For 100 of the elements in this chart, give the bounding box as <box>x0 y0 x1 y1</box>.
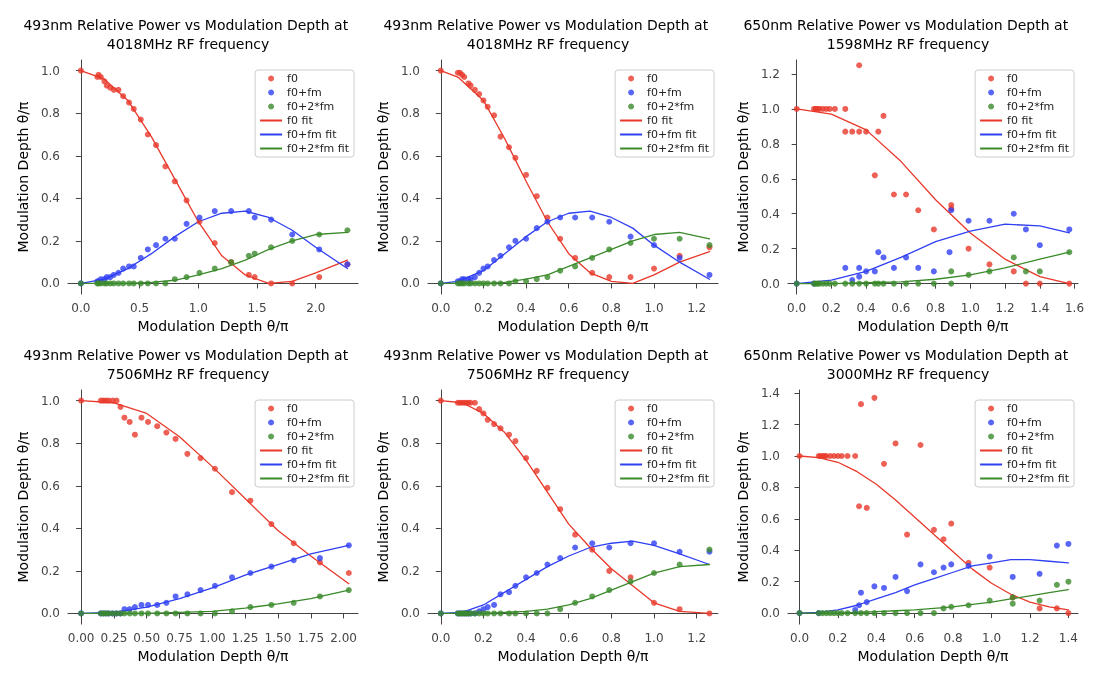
x-tick-label: 1.0 <box>644 631 664 646</box>
x-tick-label: 0.50 <box>133 631 161 646</box>
legend-label: f0+fm <box>647 416 682 429</box>
y-tick-label: 0.4 <box>760 543 780 558</box>
legend-label: f0 <box>647 72 658 85</box>
y-tick-label: 1.0 <box>40 63 60 78</box>
y-tick-label: 0.6 <box>400 148 420 163</box>
legend-label: f0+2*fm <box>287 430 335 443</box>
y-axis-title: Modulation Depth θ/π <box>15 431 31 583</box>
y-tick-label: 0.2 <box>400 563 420 578</box>
y-tick-label: 0.6 <box>40 148 60 163</box>
legend-label: f0 fit <box>647 444 674 457</box>
y-tick-label: 0.4 <box>400 521 420 536</box>
x-tick-label: 1.0 <box>188 301 208 316</box>
y-tick-label: 0.4 <box>760 206 780 221</box>
x-tick-label: 0.8 <box>926 301 946 316</box>
y-axis-title: Modulation Depth θ/π <box>735 101 751 253</box>
x-axis-title: Modulation Depth θ/π <box>137 318 290 334</box>
legend-label: f0 fit <box>1007 444 1034 457</box>
y-axis-title: Modulation Depth θ/π <box>735 431 751 583</box>
x-tick-label: 1.75 <box>297 631 325 646</box>
y-tick-label: 0.8 <box>760 480 780 495</box>
y-tick-label: 0.0 <box>400 276 420 291</box>
legend-label: f0+2*fm fit <box>287 142 350 155</box>
y-tick-label: 1.2 <box>760 417 780 432</box>
x-tick-label: 1.25 <box>231 631 259 646</box>
legend-label: f0+fm fit <box>287 458 338 471</box>
legend-label: f0 <box>287 402 298 415</box>
x-tick-label: 0.5 <box>130 301 150 316</box>
x-tick-label: 1.5 <box>247 301 267 316</box>
chart-title: 650nm Relative Power vs Modulation Depth at 3000MHz RF frequency <box>743 346 1073 382</box>
legend-label: f0+fm fit <box>647 458 698 471</box>
x-tick-label: 0.4 <box>516 301 536 316</box>
y-tick-label: 0.8 <box>40 436 60 451</box>
x-tick-label: 0.75 <box>166 631 193 646</box>
y-tick-label: 0.4 <box>40 191 60 206</box>
x-tick-label: 0.8 <box>601 631 621 646</box>
legend-label: f0+2*fm fit <box>1007 142 1070 155</box>
legend-label: f0 <box>1007 402 1018 415</box>
y-tick-label: 1.0 <box>40 393 60 408</box>
chart-title: 493nm Relative Power vs Modulation Depth at 7506MHz RF frequency <box>23 346 353 382</box>
x-tick-label: 0.6 <box>905 631 925 646</box>
x-tick-label: 0.2 <box>821 301 841 316</box>
x-tick-label: 0.0 <box>71 301 91 316</box>
x-tick-label: 0.25 <box>100 631 128 646</box>
legend-label: f0+2*fm <box>287 100 335 113</box>
y-tick-label: 1.2 <box>760 66 780 81</box>
x-tick-label: 1.2 <box>687 631 707 646</box>
y-tick-label: 0.2 <box>760 241 780 256</box>
y-tick-label: 0.0 <box>40 606 60 621</box>
x-tick-label: 0.2 <box>473 631 493 646</box>
x-tick-label: 2.0 <box>306 301 326 316</box>
legend-label: f0+2*fm <box>647 100 695 113</box>
y-tick-label: 0.6 <box>760 511 780 526</box>
legend-label: f0 <box>647 402 658 415</box>
x-tick-label: 0.0 <box>787 301 807 316</box>
legend-label: f0+fm <box>1007 86 1042 99</box>
y-tick-label: 0.6 <box>40 478 60 493</box>
legend-label: f0+fm fit <box>1007 458 1058 471</box>
y-tick-label: 0.8 <box>40 106 60 121</box>
y-tick-label: 1.0 <box>760 101 780 116</box>
y-tick-label: 0.4 <box>400 191 420 206</box>
legend-label: f0+2*fm fit <box>1007 472 1070 485</box>
legend-label: f0+fm <box>647 86 682 99</box>
legend-label: f0+2*fm <box>647 430 695 443</box>
y-tick-label: 0.0 <box>40 276 60 291</box>
y-axis-title: Modulation Depth θ/π <box>375 101 391 253</box>
y-tick-label: 1.4 <box>760 386 780 401</box>
x-axis-title: Modulation Depth θ/π <box>857 318 1010 334</box>
legend-label: f0+fm <box>1007 416 1042 429</box>
y-tick-label: 1.0 <box>760 448 780 463</box>
x-tick-label: 1.2 <box>1020 631 1040 646</box>
x-tick-label: 1.4 <box>1030 301 1050 316</box>
x-axis-title: Modulation Depth θ/π <box>137 648 290 664</box>
x-tick-label: 0.4 <box>856 301 876 316</box>
x-tick-label: 0.2 <box>473 301 493 316</box>
x-tick-label: 0.8 <box>601 301 621 316</box>
x-tick-label: 2.00 <box>330 631 357 646</box>
y-tick-label: 1.0 <box>400 393 420 408</box>
y-axis-title: Modulation Depth θ/π <box>15 101 31 253</box>
x-tick-label: 0.6 <box>559 631 579 646</box>
legend-label: f0+2*fm fit <box>647 142 710 155</box>
legend-label: f0+fm <box>287 86 322 99</box>
legend-label: f0 fit <box>647 114 674 127</box>
x-axis-title: Modulation Depth θ/π <box>497 318 650 334</box>
x-tick-label: 0.0 <box>789 631 810 646</box>
legend-label: f0 <box>1007 72 1018 85</box>
x-tick-label: 1.6 <box>1064 301 1085 316</box>
x-tick-label: 0.4 <box>866 631 886 646</box>
y-tick-label: 0.2 <box>760 574 780 589</box>
legend-label: f0 fit <box>1007 114 1034 127</box>
x-tick-label: 0.0 <box>431 631 451 646</box>
y-tick-label: 0.6 <box>400 478 420 493</box>
x-tick-label: 0.0 <box>431 301 451 316</box>
legend-label: f0+2*fm fit <box>647 472 710 485</box>
y-tick-label: 0.8 <box>400 436 420 451</box>
legend-label: f0+fm <box>287 416 322 429</box>
x-tick-label: 0.00 <box>67 631 95 646</box>
legend-label: f0 <box>287 72 298 85</box>
legend-label: f0 fit <box>287 114 314 127</box>
